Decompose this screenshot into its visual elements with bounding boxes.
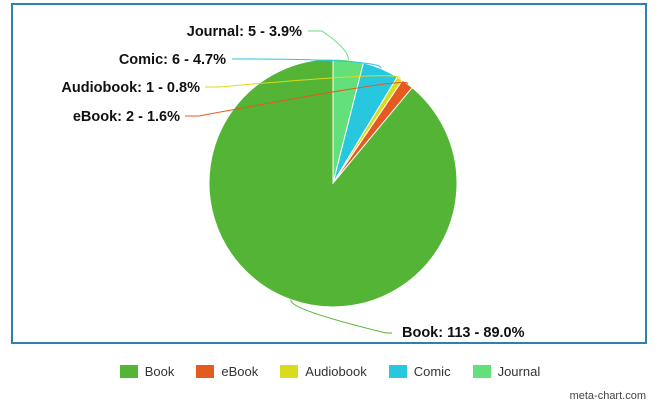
legend-label: Comic [413, 364, 451, 379]
leader-comic [232, 58, 382, 69]
legend-swatch [119, 365, 138, 378]
label-book: Book: 113 - 89.0% [402, 325, 525, 341]
legend-swatch [472, 365, 491, 378]
legend-label: Journal [497, 364, 541, 379]
label-comic: Comic: 6 - 4.7% [119, 52, 226, 68]
leader-ebook [185, 81, 408, 117]
pie-slices [208, 58, 458, 308]
label-ebook: eBook: 2 - 1.6% [73, 109, 180, 125]
leader-journal [308, 30, 349, 61]
legend-item-audiobook[interactable]: Audiobook [280, 364, 367, 379]
slice-labels: Book: 113 - 89.0% eBook: 2 - 1.6% Audioboo… [61, 24, 524, 341]
legend-label: Book [144, 364, 175, 379]
leader-audiobook [205, 75, 401, 88]
legend-label: Audiobook [305, 364, 367, 379]
legend-swatch [388, 365, 407, 378]
plot-frame [11, 3, 647, 344]
legend-item-comic[interactable]: Comic [388, 364, 451, 379]
credit-text: meta-chart.com [569, 390, 646, 402]
legend: Book eBook Audiobook Comic Journal [0, 364, 660, 379]
legend-label: eBook [221, 364, 259, 379]
label-journal: Journal: 5 - 3.9% [187, 24, 302, 40]
legend-swatch [280, 365, 299, 378]
legend-swatch [196, 365, 215, 378]
leader-lines [185, 30, 408, 334]
label-audiobook: Audiobook: 1 - 0.8% [61, 80, 200, 96]
legend-item-journal[interactable]: Journal [472, 364, 541, 379]
legend-item-ebook[interactable]: eBook [196, 364, 258, 379]
leader-book [290, 299, 392, 334]
pie-chart: Book: 113 - 89.0% eBook: 2 - 1.6% Audioboo… [61, 24, 524, 341]
legend-item-book[interactable]: Book [119, 364, 175, 379]
